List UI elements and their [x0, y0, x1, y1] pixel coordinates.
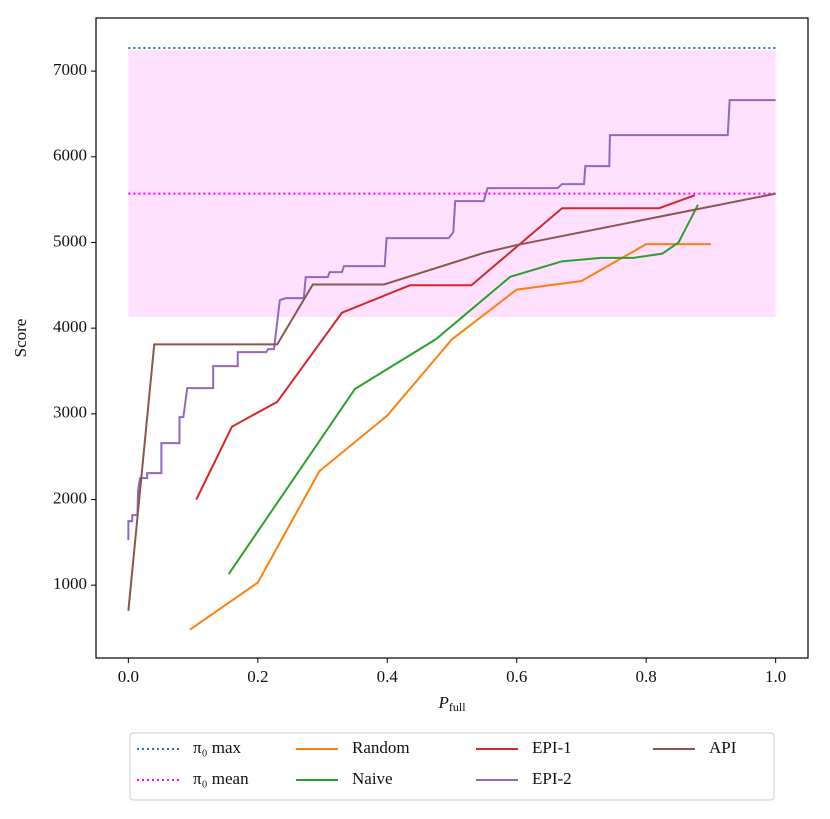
- x-tick-label: 0.0: [118, 667, 139, 686]
- legend-item: π₀ mean: [137, 769, 249, 788]
- x-tick-label: 0.4: [377, 667, 399, 686]
- x-label-main: P: [437, 693, 448, 712]
- x-tick-label: 0.6: [506, 667, 527, 686]
- y-tick-label: 7000: [53, 60, 87, 79]
- series-line: [127, 192, 776, 611]
- legend-item: Naive: [296, 769, 393, 788]
- series-line: [227, 204, 699, 575]
- legend-label: Naive: [352, 769, 393, 788]
- y-tick-label: 3000: [53, 403, 87, 422]
- legend-item: API: [653, 738, 737, 757]
- y-axis-label: Score: [11, 319, 30, 358]
- legend-item: EPI-2: [476, 769, 572, 788]
- x-label-sub: full: [449, 700, 466, 714]
- legend-label: API: [709, 738, 737, 757]
- legend-box: [129, 732, 775, 801]
- legend-label: EPI-2: [532, 769, 572, 788]
- legend-label: EPI-1: [532, 738, 572, 757]
- legend-label: π₀ max: [193, 738, 242, 757]
- x-axis-label: Pfull: [437, 693, 466, 714]
- y-tick-label: 4000: [53, 317, 87, 336]
- series-line: [195, 194, 696, 500]
- series-line: [127, 99, 776, 541]
- legend-item: EPI-1: [476, 738, 572, 757]
- series-line: [189, 243, 711, 631]
- legend-item: Random: [296, 738, 410, 757]
- y-tick-label: 1000: [53, 574, 87, 593]
- y-tick-label: 5000: [53, 231, 87, 250]
- x-tick-label: 1.0: [765, 667, 786, 686]
- x-tick-label: 0.2: [247, 667, 268, 686]
- legend-item: π₀ max: [137, 738, 242, 757]
- y-tick-label: 2000: [53, 488, 87, 507]
- plot-frame: [95, 17, 809, 659]
- x-tick-label: 0.8: [636, 667, 657, 686]
- legend-label: π₀ mean: [193, 769, 249, 788]
- band: [128, 49, 776, 318]
- legend-label: Random: [352, 738, 410, 757]
- y-tick-label: 6000: [53, 146, 87, 165]
